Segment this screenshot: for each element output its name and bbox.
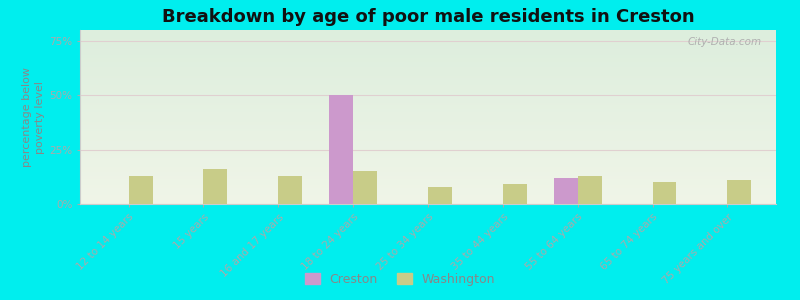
Bar [727,180,751,204]
Bar [330,95,353,204]
Bar [353,171,377,204]
Text: City-Data.com: City-Data.com [688,37,762,47]
Legend: Creston, Washington: Creston, Washington [300,268,500,291]
Bar [554,178,578,204]
Bar [503,184,526,204]
Bar [578,176,602,204]
Bar [129,176,153,204]
Title: Breakdown by age of poor male residents in Creston: Breakdown by age of poor male residents … [162,8,694,26]
Bar [653,182,677,204]
Y-axis label: percentage below
poverty level: percentage below poverty level [22,67,45,167]
Bar [203,169,227,204]
Bar [428,187,452,204]
Bar [278,176,302,204]
